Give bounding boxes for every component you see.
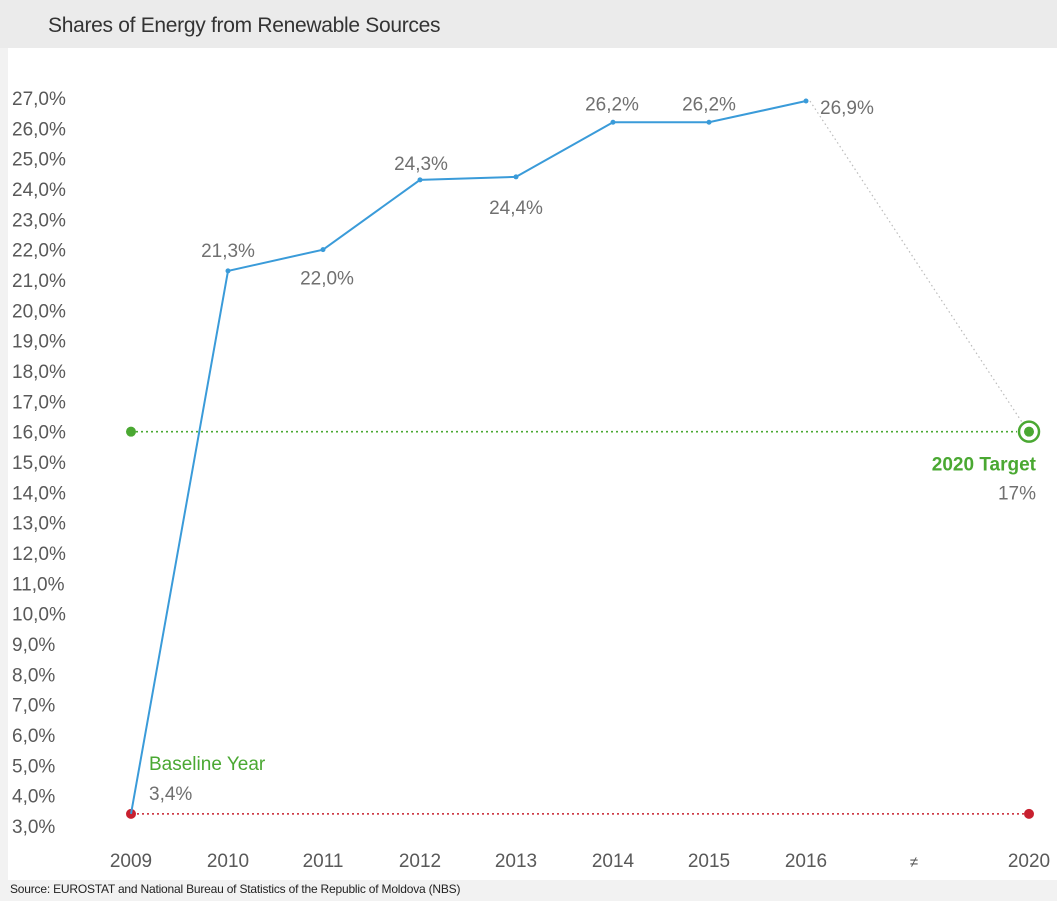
data-point <box>610 119 616 125</box>
y-tick-label: 14,0% <box>12 483 66 504</box>
y-tick-label: 21,0% <box>12 271 66 292</box>
x-tick-label: 2012 <box>399 851 441 872</box>
data-label: 26,2% <box>682 94 736 115</box>
title-bar: Shares of Energy from Renewable Sources <box>0 0 1057 48</box>
series-line <box>130 100 807 815</box>
chart-title: Shares of Energy from Renewable Sources <box>48 14 441 37</box>
y-tick-label: 4,0% <box>12 787 55 808</box>
y-tick-label: 3,0% <box>12 817 55 838</box>
y-tick-label: 19,0% <box>12 332 66 353</box>
x-tick-label: 2013 <box>495 851 537 872</box>
y-tick-label: 16,0% <box>12 423 66 444</box>
target-start-marker <box>126 426 136 437</box>
plot-area <box>8 48 1057 880</box>
y-tick-label: 17,0% <box>12 392 66 413</box>
data-point <box>513 174 519 180</box>
y-tick-label: 15,0% <box>12 453 66 474</box>
data-point <box>417 177 423 183</box>
x-tick-label: 2009 <box>110 851 152 872</box>
y-tick-label: 7,0% <box>12 696 55 717</box>
baseline-value-label: 3,4% <box>149 784 192 805</box>
y-tick-label: 5,0% <box>12 756 55 777</box>
data-point <box>225 268 231 274</box>
y-tick-label: 23,0% <box>12 210 66 231</box>
y-tick-label: 10,0% <box>12 605 66 626</box>
data-label: 26,9% <box>820 98 874 119</box>
y-tick-label: 27,0% <box>12 89 66 110</box>
target-label: 2020 Target <box>932 455 1037 476</box>
projection-line <box>809 100 1024 424</box>
source-note: Source: EUROSTAT and National Bureau of … <box>10 882 461 896</box>
baseline-label: Baseline Year <box>149 754 266 775</box>
data-label: 24,4% <box>489 198 543 219</box>
y-tick-label: 18,0% <box>12 362 66 383</box>
data-label: 26,2% <box>585 94 639 115</box>
y-tick-label: 25,0% <box>12 150 66 171</box>
y-tick-label: 12,0% <box>12 544 66 565</box>
data-label: 24,3% <box>394 154 448 175</box>
data-label: 22,0% <box>300 269 354 290</box>
y-tick-label: 24,0% <box>12 180 66 201</box>
baseline-end-marker <box>1024 808 1034 819</box>
data-point <box>803 98 809 104</box>
y-tick-label: 13,0% <box>12 514 66 535</box>
x-tick-label: 2010 <box>207 851 249 872</box>
x-tick-label: 2020 <box>1008 851 1050 872</box>
x-tick-label: 2015 <box>688 851 730 872</box>
x-tick-label: 2016 <box>785 851 827 872</box>
data-point <box>706 119 712 125</box>
y-tick-label: 11,0% <box>12 574 65 595</box>
y-tick-label: 26,0% <box>12 119 66 140</box>
y-tick-label: 22,0% <box>12 241 66 262</box>
y-tick-label: 9,0% <box>12 635 55 656</box>
x-tick-label: ≠ <box>910 854 918 871</box>
x-tick-label: 2011 <box>303 851 344 872</box>
target-value-label: 17% <box>998 484 1036 505</box>
target-marker-ring <box>1017 420 1041 443</box>
y-tick-label: 6,0% <box>12 726 55 747</box>
y-tick-label: 20,0% <box>12 301 66 322</box>
data-point <box>320 247 326 253</box>
data-label: 21,3% <box>201 241 255 262</box>
target-marker-dot <box>1024 426 1034 437</box>
x-tick-label: 2014 <box>592 851 635 872</box>
y-tick-label: 8,0% <box>12 665 55 686</box>
